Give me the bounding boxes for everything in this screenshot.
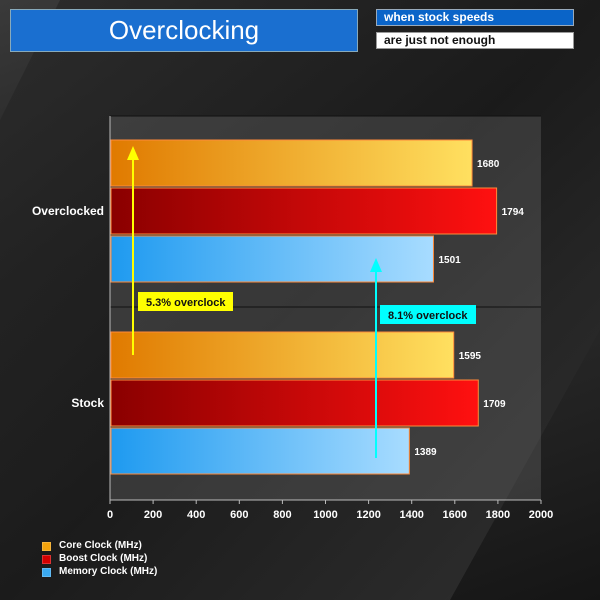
category-label: Stock (71, 396, 104, 410)
x-tick-label: 1600 (443, 509, 467, 521)
legend-swatch (42, 541, 51, 551)
x-tick-label: 800 (273, 509, 291, 521)
data-label: 1680 (477, 159, 500, 170)
arrow-head (370, 258, 382, 272)
x-tick-label: 600 (230, 509, 248, 521)
data-label: 1595 (459, 351, 482, 362)
x-tick-label: 2000 (529, 509, 553, 521)
legend-item-core: Core Clock (MHz) (42, 540, 142, 552)
bar (110, 427, 410, 475)
legend-item-boost: Boost Clock (MHz) (42, 553, 147, 565)
data-label: 1389 (414, 447, 437, 458)
legend-label: Boost Clock (MHz) (59, 553, 148, 564)
annotation-box (138, 292, 233, 311)
bar (110, 139, 473, 187)
chart-title: Overclocking (10, 9, 358, 52)
annotation-box (380, 305, 476, 324)
category-label: Overclocked (32, 204, 104, 218)
legend-item-memory: Memory Clock (MHz) (42, 566, 157, 578)
x-tick-label: 200 (144, 509, 162, 521)
data-label: 1501 (438, 255, 461, 266)
subtitle-line-1: when stock speeds (376, 9, 574, 26)
bar (110, 331, 455, 379)
subtitle-line-2: are just not enough (376, 32, 574, 49)
x-tick-label: 0 (107, 509, 113, 521)
x-tick-label: 1000 (313, 509, 337, 521)
bar (110, 187, 498, 235)
x-tick-label: 1800 (486, 509, 510, 521)
legend-swatch (42, 554, 51, 564)
bar (110, 235, 434, 283)
legend-swatch (42, 567, 51, 577)
legend-label: Memory Clock (MHz) (59, 566, 158, 577)
legend-label: Core Clock (MHz) (59, 540, 142, 551)
x-tick-label: 1200 (356, 509, 380, 521)
data-label: 1794 (502, 207, 525, 218)
annotation-label: 8.1% overclock (388, 310, 468, 322)
bar (110, 379, 479, 427)
annotation-label: 5.3% overclock (146, 297, 226, 309)
data-label: 1709 (483, 399, 506, 410)
x-tick-label: 1400 (399, 509, 423, 521)
x-tick-label: 400 (187, 509, 205, 521)
arrow-head (127, 146, 139, 160)
